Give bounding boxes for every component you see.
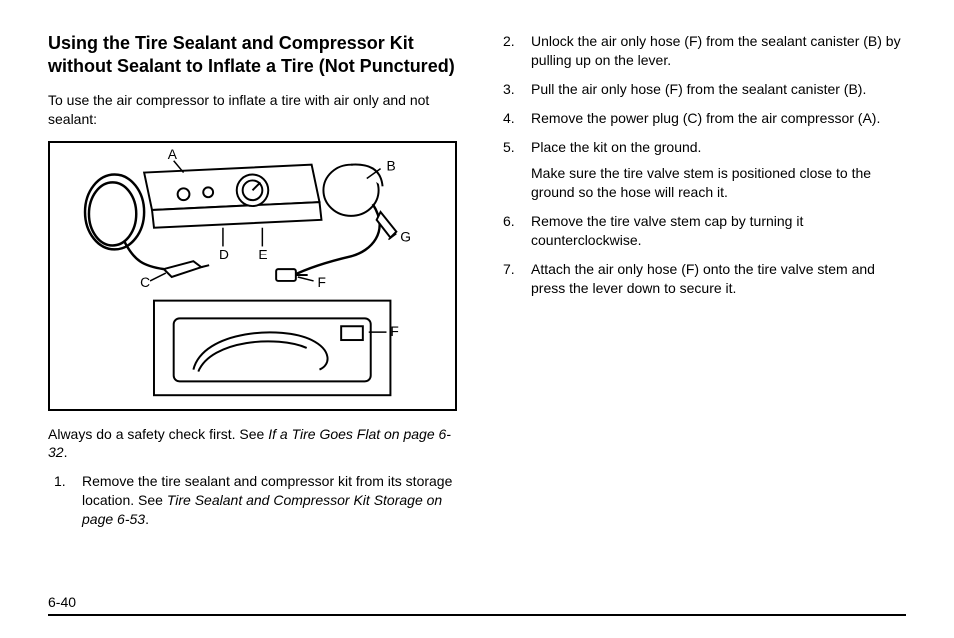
step-3: Pull the air only hose (F) from the seal… xyxy=(497,80,906,99)
caption-prefix: Always do a safety check first. See xyxy=(48,426,268,442)
steps-right: Unlock the air only hose (F) from the se… xyxy=(497,32,906,298)
figure-label-a: A xyxy=(168,146,178,161)
step-3-text: Pull the air only hose (F) from the seal… xyxy=(531,81,866,97)
step-2-text: Unlock the air only hose (F) from the se… xyxy=(531,33,901,68)
step-2: Unlock the air only hose (F) from the se… xyxy=(497,32,906,70)
step-6-text: Remove the tire valve stem cap by turnin… xyxy=(531,213,803,248)
section-heading: Using the Tire Sealant and Compressor Ki… xyxy=(48,32,457,79)
figure-label-g: G xyxy=(400,229,411,244)
step-1: Remove the tire sealant and compressor k… xyxy=(48,472,457,529)
page-footer: 6-40 xyxy=(48,594,906,616)
step-7: Attach the air only hose (F) onto the ti… xyxy=(497,260,906,298)
compressor-kit-figure: A B C D E F G F xyxy=(48,141,457,411)
right-column: Unlock the air only hose (F) from the se… xyxy=(497,32,906,539)
figure-label-c: C xyxy=(140,274,150,289)
step-5-sub: Make sure the tire valve stem is positio… xyxy=(531,164,906,202)
intro-text: To use the air compressor to inflate a t… xyxy=(48,91,457,129)
step-7-text: Attach the air only hose (F) onto the ti… xyxy=(531,261,875,296)
footer-rule xyxy=(48,614,906,616)
figure-label-d: D xyxy=(219,247,229,262)
step-6: Remove the tire valve stem cap by turnin… xyxy=(497,212,906,250)
caption-suffix: . xyxy=(64,444,68,460)
step-5: Place the kit on the ground. Make sure t… xyxy=(497,138,906,203)
figure-label-b: B xyxy=(386,158,395,173)
step-4-text: Remove the power plug (C) from the air c… xyxy=(531,110,880,126)
figure-label-e: E xyxy=(258,247,267,262)
step-5-text: Place the kit on the ground. xyxy=(531,139,701,155)
left-column: Using the Tire Sealant and Compressor Ki… xyxy=(48,32,457,539)
page: Using the Tire Sealant and Compressor Ki… xyxy=(0,0,954,539)
step-1-post: . xyxy=(145,511,149,527)
figure-label-f: F xyxy=(318,274,326,289)
page-number: 6-40 xyxy=(48,594,906,610)
steps-left: Remove the tire sealant and compressor k… xyxy=(48,472,457,529)
step-4: Remove the power plug (C) from the air c… xyxy=(497,109,906,128)
figure-label-f2: F xyxy=(390,324,398,339)
safety-caption: Always do a safety check first. See If a… xyxy=(48,425,457,463)
